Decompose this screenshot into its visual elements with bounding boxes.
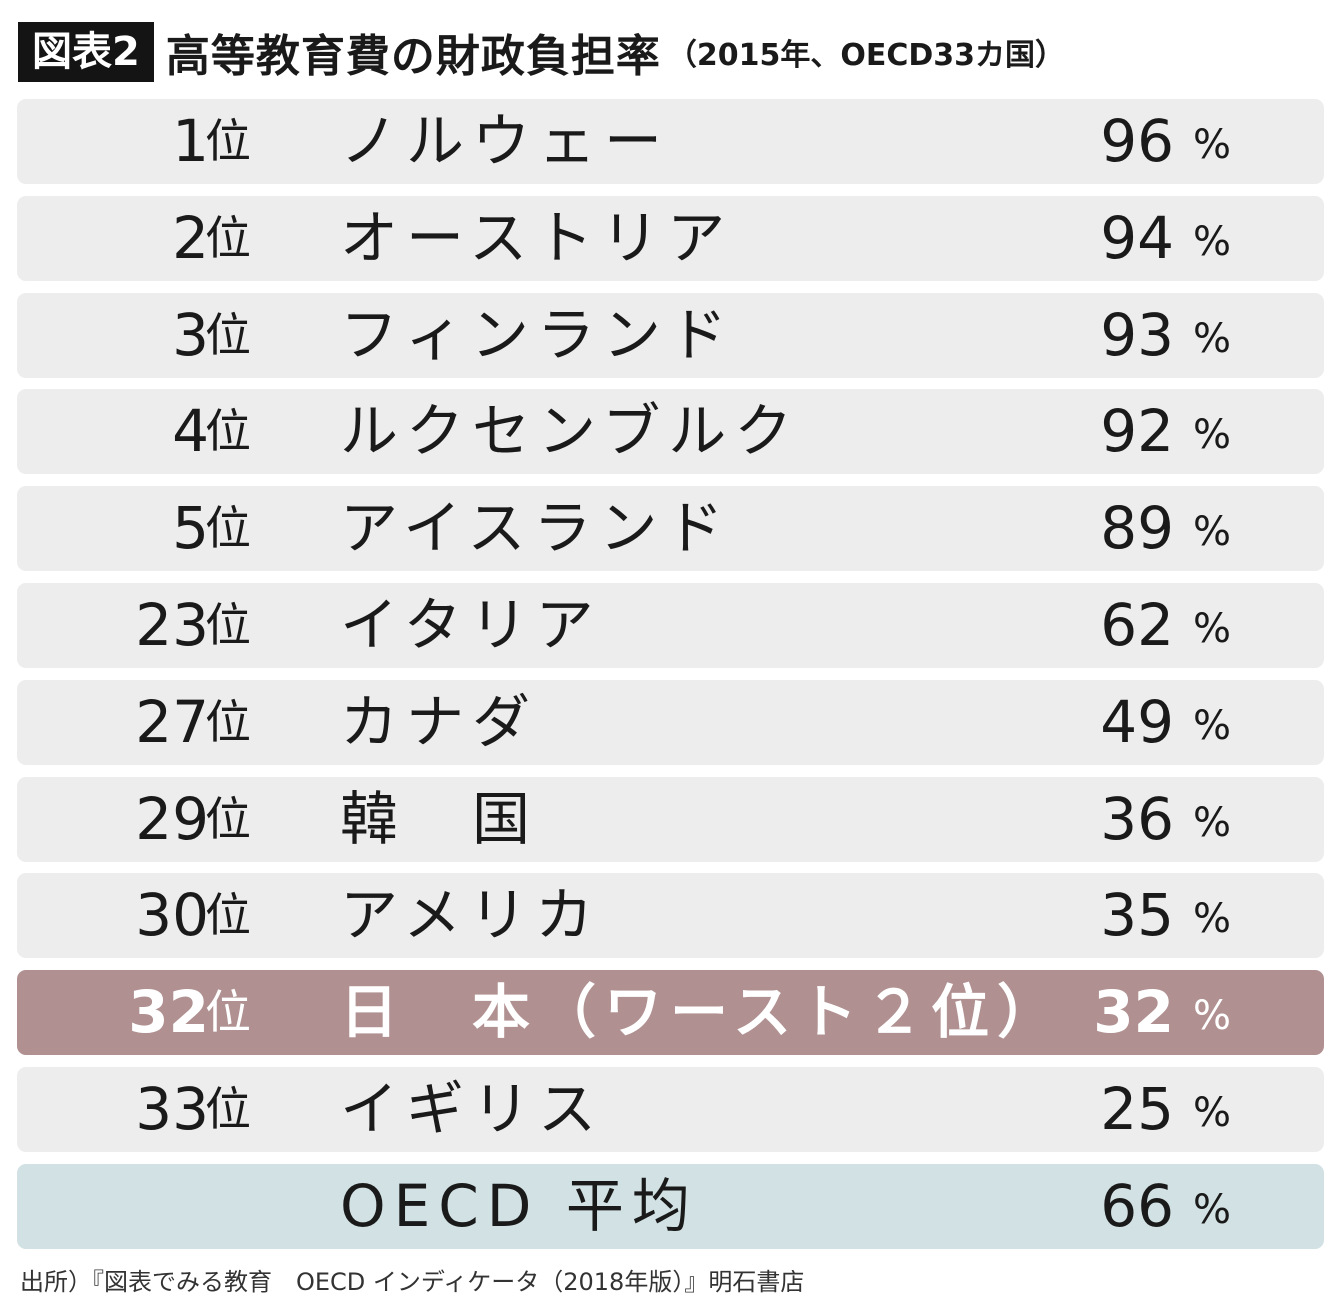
rank-unit: 位 [205, 114, 251, 168]
ranking-table: 1 位ノルウェー 96% 2 位オーストリア 94% 3 位フィンランド 93% 4 位ルクセンブル… [17, 99, 1324, 1261]
ratio-value: 25 [1100, 1074, 1174, 1143]
table-row: 4 位 ルクセンブルク 92% [17, 389, 1324, 475]
rank-number: 30 [135, 881, 209, 950]
rank-unit: 位 [205, 307, 251, 362]
percent-unit: % [1193, 412, 1232, 459]
table-row: 30 位 アメリカ 35% [17, 873, 1324, 959]
rank-unit: 位 [205, 791, 251, 846]
country-name: イギリス [340, 1074, 605, 1143]
country-name: ノルウェー [340, 107, 671, 175]
rank-unit: 位 [205, 501, 251, 556]
figure-label: 図表2 [18, 22, 154, 82]
chart-header: 図表2 高等教育費の財政負担率 （2015年、OECD33カ国） [18, 20, 1065, 84]
percent-unit: % [1193, 1186, 1232, 1233]
rank-number: 5 [172, 494, 209, 563]
chart-subtitle: （2015年、OECD33カ国） [666, 38, 1066, 73]
country-name: 日 本（ワースト２位） [340, 978, 1064, 1047]
country-name: オーストリア [340, 203, 734, 272]
ratio-value: 89 [1100, 494, 1174, 563]
table-row: 5 位 アイスランド 89% [17, 486, 1324, 572]
rank-unit: 位 [205, 1081, 251, 1136]
source-note: 出所）『図表でみる教育 OECD インディケータ（2018年版）』明石書店 [20, 1268, 805, 1296]
rank-unit: 位 [205, 888, 251, 943]
ratio-value: 36 [1100, 784, 1174, 853]
ratio-value: 96 [1100, 107, 1174, 175]
percent-unit: % [1193, 315, 1232, 362]
percent-unit: % [1193, 509, 1232, 556]
country-name: OECD 平均 [340, 1171, 698, 1240]
ratio-value: 32 [1093, 978, 1174, 1047]
table-row: 3 位 フィンランド 93% [17, 292, 1324, 378]
percent-unit: % [1193, 896, 1232, 943]
table-row: 33 位 イギリス 25% [17, 1066, 1324, 1152]
table-row-highlight: 32 位日 本（ワースト２位） 32% [17, 970, 1324, 1056]
percent-unit: % [1193, 1089, 1232, 1136]
ratio-value: 49 [1100, 687, 1174, 756]
country-name: アイスランド [340, 494, 732, 563]
ratio-value: 92 [1100, 397, 1174, 466]
percent-unit: % [1193, 122, 1232, 168]
rank-number: 23 [135, 590, 209, 659]
percent-unit: % [1193, 218, 1232, 265]
rank-number: 1 [172, 107, 209, 175]
ratio-value: 35 [1100, 881, 1174, 950]
country-name: カナダ [340, 687, 539, 756]
rank-unit: 位 [205, 210, 251, 265]
country-name: アメリカ [340, 881, 602, 950]
rank-unit: 位 [205, 404, 251, 459]
percent-unit: % [1193, 799, 1232, 846]
rank-unit: 位 [205, 694, 251, 749]
table-row: 27 位 カナダ 49% [17, 679, 1324, 765]
rank-number: 2 [172, 203, 209, 272]
rank-unit: 位 [205, 597, 251, 652]
country-name: フィンランド [340, 300, 735, 369]
chart-title: 高等教育費の財政負担率 [165, 31, 661, 82]
ratio-value: 93 [1100, 300, 1174, 369]
country-name: 韓 国 [340, 784, 539, 853]
rank-unit: 位 [205, 985, 251, 1040]
country-name: イタリア [340, 590, 602, 659]
percent-unit: % [1193, 702, 1232, 749]
table-row: 1 位 ノルウェー 96% [17, 99, 1324, 184]
ratio-value: 62 [1100, 590, 1174, 659]
country-name: ルクセンブルク [340, 397, 801, 466]
ratio-value: 94 [1100, 203, 1174, 272]
percent-unit: % [1193, 605, 1232, 652]
table-row-average: OECD 平均 66% [17, 1163, 1324, 1249]
table-row: 2 位 オーストリア 94% [17, 195, 1324, 281]
rank-number: 29 [135, 784, 209, 853]
rank-number: 27 [135, 687, 209, 756]
ratio-value: 66 [1100, 1171, 1174, 1240]
table-row: 29 位 韓 国 36% [17, 776, 1324, 862]
rank-number: 4 [172, 397, 209, 466]
rank-number: 32 [128, 978, 209, 1047]
rank-number: 3 [172, 300, 209, 369]
percent-unit: % [1193, 993, 1232, 1040]
rank-number: 33 [135, 1074, 209, 1143]
table-row: 23 位 イタリア 62% [17, 582, 1324, 668]
